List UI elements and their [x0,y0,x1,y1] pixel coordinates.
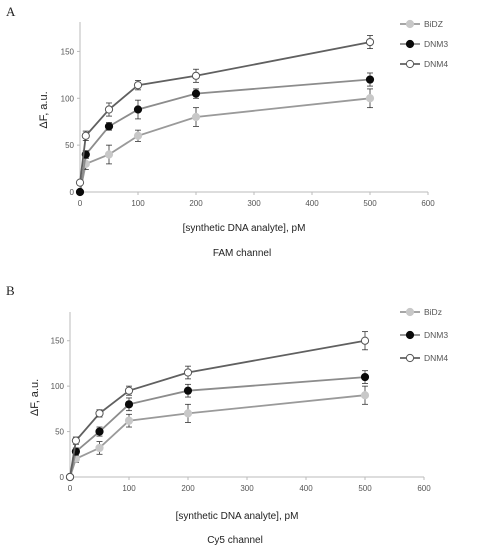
legend-marker [405,39,415,49]
legend-marker [405,19,415,29]
legend-marker [405,307,415,317]
legend-label: BiDZ [424,19,443,29]
chart-panel-1: A 0 100 200 300 400 500 600 0 50 100 150 [synthetic … [6,4,448,259]
y-tick-label: 100 [51,382,65,391]
series-line [69,394,366,478]
y-tick-label: 0 [70,188,75,197]
legend-label: BiDz [424,307,442,317]
x-axis-title: [synthetic DNA analyte], pM [183,223,306,234]
x-tick-label: 100 [122,484,136,493]
data-point [183,386,193,395]
y-tick-label: 100 [61,94,75,103]
series-line [79,41,371,183]
x-tick-label: 300 [240,484,254,493]
data-point [133,81,143,90]
data-point [104,150,114,159]
y-axis-title: ΔF, a.u. [29,379,41,416]
x-tick-label: 100 [131,199,145,208]
data-point [360,372,370,382]
x-tick-label: 200 [189,199,203,208]
y-axis-title: ΔF, a.u. [38,91,50,128]
y-tick-label: 150 [51,337,65,346]
data-point [124,386,134,395]
legend-marker [405,330,415,340]
y-tick-label: 150 [61,47,75,56]
series-dnm4 [75,35,375,187]
data-point [75,187,85,197]
data-point [65,472,75,482]
data-point [95,427,104,436]
data-point [81,131,90,140]
channel-label: Cy5 channel [207,535,263,546]
legend-label: DNM4 [424,353,448,363]
series-line [79,97,371,193]
x-tick-label: 400 [299,484,313,493]
y-tick-label: 50 [65,141,74,150]
data-point [124,416,134,425]
data-point [360,391,370,400]
legend-label: DNM4 [424,59,448,69]
series-dnm3 [65,370,370,482]
x-tick-label: 0 [68,484,73,493]
x-tick-label: 0 [78,199,83,208]
x-axis-title: [synthetic DNA analyte], pM [176,511,299,522]
data-point [365,94,375,103]
data-point [191,89,201,98]
panel-letter: B [6,283,15,298]
data-point [365,37,375,47]
data-point [104,122,114,131]
panel-letter: A [6,4,16,19]
y-tick-label: 50 [55,428,64,437]
series-dnm4 [65,331,370,482]
channel-label: FAM channel [213,248,271,259]
y-tick-label: 0 [60,473,65,482]
series-line [69,376,366,478]
chart-panel-2: B 0 100 200 300 400 500 600 0 50 100 150 [synthetic … [6,283,448,546]
data-point [124,400,134,409]
x-tick-label: 200 [181,484,195,493]
legend-marker [405,59,415,69]
data-point [183,409,193,418]
legend-label: DNM3 [424,39,448,49]
data-point [133,105,143,114]
series-bidz [65,385,370,482]
x-tick-label: 300 [247,199,261,208]
data-point [104,105,114,114]
x-tick-label: 500 [363,199,377,208]
series-dnm3 [75,72,375,197]
x-tick-label: 400 [305,199,319,208]
legend-marker [405,353,415,363]
data-point [365,75,375,84]
data-point [95,443,104,453]
data-point [360,336,370,345]
data-point [183,368,193,377]
x-tick-label: 600 [417,484,431,493]
series-line [79,78,371,193]
legend-label: DNM3 [424,330,448,340]
series-bidz [75,88,375,197]
x-tick-label: 500 [358,484,372,493]
x-tick-label: 600 [421,199,435,208]
data-point [75,178,85,187]
data-point [191,71,201,80]
data-point [71,436,81,445]
series-line [69,339,366,478]
data-point [95,409,104,418]
data-point [133,131,143,140]
data-point [191,112,201,122]
